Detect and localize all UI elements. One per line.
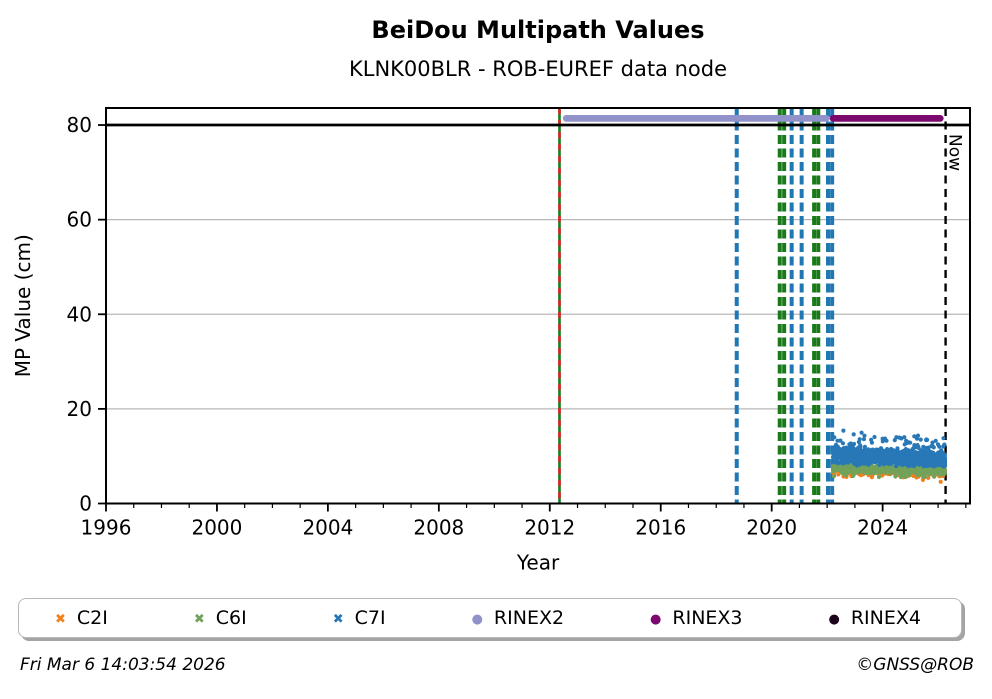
y-axis-label: MP Value (cm) bbox=[11, 234, 35, 377]
legend-label: RINEX2 bbox=[493, 607, 565, 629]
legend-item-rinex3: ● RINEX3 bbox=[650, 607, 742, 629]
x-marker-icon: ✖ bbox=[55, 611, 66, 627]
x-tick-label-2000: 2000 bbox=[191, 516, 242, 540]
x-tick-label-1996: 1996 bbox=[81, 516, 132, 540]
chart-title: BeiDou Multipath Values bbox=[371, 16, 705, 44]
bar-rinex2 bbox=[562, 115, 830, 122]
circle-marker-icon: ● bbox=[650, 611, 662, 627]
legend-item-c7i: ✖ C7I bbox=[333, 607, 386, 629]
legend-label: C7I bbox=[354, 607, 386, 629]
x-marker-icon: ✖ bbox=[193, 611, 205, 627]
credit-label: ©GNSS@ROB bbox=[856, 655, 974, 675]
legend-label: C6I bbox=[215, 607, 247, 629]
chart-subtitle: KLNK00BLR - ROB-EUREF data node bbox=[348, 57, 728, 81]
legend-label: RINEX4 bbox=[850, 607, 921, 629]
now-label: Now bbox=[945, 134, 965, 171]
legend-label: RINEX3 bbox=[672, 607, 743, 629]
timestamp-label: Fri Mar 6 14:03:54 2026 bbox=[20, 655, 226, 675]
chart-legend: ✖ C2I ✖ C6I ✖ C7I ● RINEX2 ● RINEX3 ● RINEX4 bbox=[18, 598, 962, 638]
x-tick-label-2016: 2016 bbox=[635, 516, 686, 540]
legend-item-c6i: ✖ C6I bbox=[194, 607, 247, 629]
bar-rinex3 bbox=[829, 115, 944, 122]
circle-marker-icon: ● bbox=[471, 611, 483, 627]
y-tick-label-40: 40 bbox=[67, 302, 92, 326]
x-axis-label: Year bbox=[516, 551, 560, 575]
circle-marker-icon: ● bbox=[828, 611, 840, 627]
y-tick-label-0: 0 bbox=[79, 492, 92, 516]
chart-plot-area: 1996 2000 2004 2008 2012 2016 2020 2024 0 20 40 60 8… bbox=[11, 107, 971, 575]
plot-border bbox=[105, 107, 971, 505]
legend-item-rinex4: ● RINEX4 bbox=[829, 607, 921, 629]
x-tick-label-2008: 2008 bbox=[413, 516, 464, 540]
x-marker-icon: ✖ bbox=[332, 611, 344, 627]
scatter-c7i bbox=[830, 428, 948, 469]
x-tick-label-2012: 2012 bbox=[524, 516, 575, 540]
y-tick-label-20: 20 bbox=[67, 397, 92, 421]
legend-item-rinex2: ● RINEX2 bbox=[472, 607, 564, 629]
y-tick-label-80: 80 bbox=[67, 113, 92, 137]
legend-label: C2I bbox=[76, 607, 108, 629]
x-tick-label-2024: 2024 bbox=[857, 516, 908, 540]
x-tick-label-2020: 2020 bbox=[746, 516, 797, 540]
legend-item-c2i: ✖ C2I bbox=[55, 607, 108, 629]
y-tick-label-60: 60 bbox=[67, 208, 92, 232]
x-tick-label-2004: 2004 bbox=[302, 516, 353, 540]
